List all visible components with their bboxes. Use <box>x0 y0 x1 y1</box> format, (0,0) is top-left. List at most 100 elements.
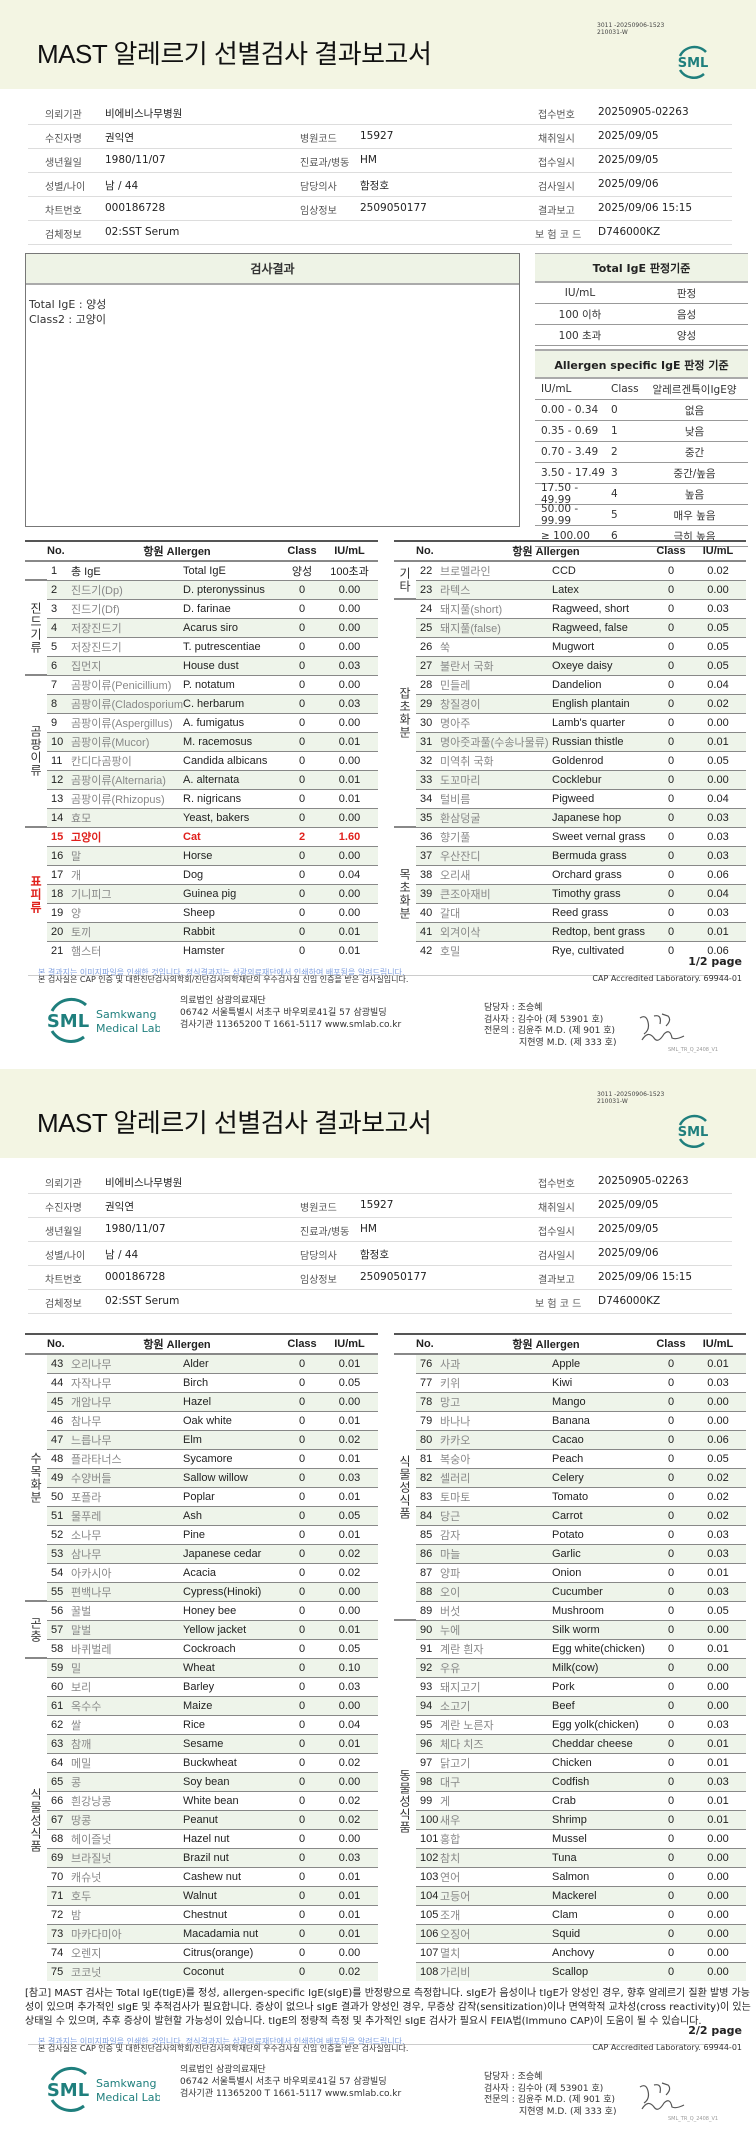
signature-icon <box>639 2082 685 2110</box>
allergen-no: 25 <box>416 617 440 637</box>
staff-manager: 담당자 : 조승혜 <box>484 1003 543 1013</box>
allergen-class: 0 <box>283 1354 321 1373</box>
allergen-iu: 0.01 <box>321 1866 378 1886</box>
allergen-no: 43 <box>47 1354 71 1373</box>
allergen-korean: 큰조아재비 <box>440 883 552 903</box>
allergen-iu: 0.03 <box>690 1524 746 1544</box>
allergen-english: Milk(cow) <box>552 1657 652 1677</box>
allergen-korean: 개 <box>71 864 183 884</box>
receipt-no-value: 20250905-02263 <box>598 1175 689 1187</box>
header-class: Class <box>652 540 690 562</box>
allergen-english: D. farinae <box>183 598 283 618</box>
allergen-english: Birch <box>183 1372 283 1392</box>
allergen-no: 14 <box>47 807 71 827</box>
form-code: SML_TR_Q_2408_V1 <box>668 1047 719 1053</box>
allergen-row: 5 저장진드기 T. putrescentiae 0 0.00 <box>25 636 378 656</box>
allergen-class: 0 <box>652 1904 690 1924</box>
allergen-class: 0 <box>283 1524 321 1544</box>
allergen-class: 0 <box>652 1885 690 1905</box>
allergen-english: A. alternata <box>183 769 283 789</box>
group-label: 식물성식품 <box>394 1354 416 1620</box>
table-header: No. 항원 Allergen Class IU/mL <box>394 540 746 562</box>
allergen-no: 15 <box>47 826 71 846</box>
allergen-row: 57 말벌 Yellow jacket 0 0.01 <box>25 1619 378 1639</box>
criteria-header: 판정 <box>676 287 697 300</box>
allergen-korean: 계란 노른자 <box>440 1714 552 1734</box>
allergen-row: 곤충 56 꿀벌 Honey bee 0 0.00 <box>25 1600 378 1658</box>
allergen-english: Sesame <box>183 1733 283 1753</box>
criteria-range: 50.00 - 99.99 <box>541 503 579 527</box>
criteria-level: 중간 <box>684 446 705 459</box>
chart-value: 000186728 <box>105 202 166 214</box>
allergen-english: Mackerel <box>552 1885 652 1905</box>
allergen-korean: 브로멜라인 <box>440 565 491 578</box>
allergen-iu: 0.05 <box>690 1448 746 1468</box>
group-label: 잡초화분 <box>394 598 416 827</box>
allergen-korean: 향기풀 <box>440 826 552 846</box>
allergen-class: 0 <box>283 1847 321 1867</box>
allergen-korean: 밤 <box>71 1904 183 1924</box>
allergen-row: 식물성식품 59 밀 Wheat 0 0.10 <box>25 1657 378 1981</box>
allergen-row: 26 쑥 Mugwort 0 0.05 <box>394 636 746 656</box>
allergen-english: Apple <box>552 1354 652 1373</box>
allergen-row: 30 명아주 Lamb's quarter 0 0.00 <box>394 712 746 732</box>
allergen-korean: 민들레 <box>440 674 552 694</box>
allergen-row: 70 캐슈넛 Cashew nut 0 0.01 <box>25 1866 378 1886</box>
report-page-2: MAST 알레르기 선별검사 결과보고서 3011 -20250906-1523… <box>0 1069 756 2138</box>
tested-label: 검사일시 <box>538 1251 575 1262</box>
cap-accreditation: CAP Accredited Laboratory. 69944-01 <box>592 974 742 983</box>
allergen-english: C. herbarum <box>183 693 283 713</box>
criteria-range: ≥ 100.00 <box>541 530 590 542</box>
allergen-english: Timothy grass <box>552 883 652 903</box>
allergen-class: 0 <box>283 769 321 789</box>
allergen-no: 20 <box>47 921 71 941</box>
birth-label: 생년월일 <box>45 158 82 169</box>
header-no: No. <box>416 540 440 562</box>
collected-label: 채취일시 <box>538 1203 575 1214</box>
allergen-english: Reed grass <box>552 902 652 922</box>
dept-label: 진료과/병동 <box>300 1227 350 1238</box>
allergen-english: Silk worm <box>552 1619 652 1639</box>
allergen-iu: 0.10 <box>321 1657 378 1677</box>
allergen-english: Goldenrod <box>552 750 652 770</box>
allergen-iu: 0.03 <box>690 598 746 618</box>
allergen-korean: 가리비 <box>440 1961 552 1981</box>
allergen-iu: 0.02 <box>321 1543 378 1563</box>
allergen-korean: 메밀 <box>71 1752 183 1772</box>
criteria-range: 0.70 - 3.49 <box>541 446 599 458</box>
allergen-row: 8 곰팡이류(Cladosporium) C. herbarum 0 0.03 <box>25 693 378 713</box>
allergen-row: 29 창질경이 English plantain 0 0.02 <box>394 693 746 713</box>
allergen-iu: 0.00 <box>321 883 378 903</box>
allergen-iu: 0.02 <box>321 1809 378 1829</box>
allergen-row: 14 효모 Yeast, bakers 0 0.00 <box>25 807 378 827</box>
header-iu: IU/mL <box>321 540 378 562</box>
allergen-no: 11 <box>47 750 71 770</box>
allergen-iu: 0.01 <box>690 1562 746 1582</box>
insurance-label: 보 험 코 드 <box>535 230 582 241</box>
allergen-class: 0 <box>652 1866 690 1886</box>
allergen-no: 82 <box>416 1467 440 1487</box>
allergen-english: Acarus siro <box>183 617 283 637</box>
allergen-class: 0 <box>652 1809 690 1829</box>
allergen-no: 87 <box>416 1562 440 1582</box>
allergen-no: 69 <box>47 1847 71 1867</box>
allergen-korean: 닭고기 <box>440 1752 552 1772</box>
allergen-row: 106 오징어 Squid 0 0.00 <box>394 1923 746 1943</box>
allergen-row: 25 돼지풀(false) Ragweed, false 0 0.05 <box>394 617 746 637</box>
allergen-row: 18 기니피그 Guinea pig 0 0.00 <box>25 883 378 903</box>
allergen-korean: 돼지풀(false) <box>440 617 552 637</box>
dept-value: HM <box>360 1223 377 1235</box>
allergen-class: 0 <box>283 1562 321 1582</box>
allergen-no: 2 <box>47 579 71 599</box>
allergen-iu: 0.02 <box>690 1505 746 1525</box>
allergen-row: 89 버섯 Mushroom 0 0.05 <box>394 1600 746 1620</box>
allergen-row: 75 코코넛 Coconut 0 0.02 <box>25 1961 378 1981</box>
document-code: 3011 -20250906-1523 210031-W <box>597 22 664 36</box>
allergen-class: 0 <box>283 1619 321 1639</box>
allergen-korean: 보리 <box>71 1676 183 1696</box>
allergen-class: 0 <box>652 1410 690 1430</box>
allergen-iu: 0.00 <box>690 1391 746 1411</box>
allergen-row: 9 곰팡이류(Aspergillus) A. fumigatus 0 0.00 <box>25 712 378 732</box>
allergen-korean: 연어 <box>440 1866 552 1886</box>
allergen-korean: 돼지풀(short) <box>440 598 552 618</box>
